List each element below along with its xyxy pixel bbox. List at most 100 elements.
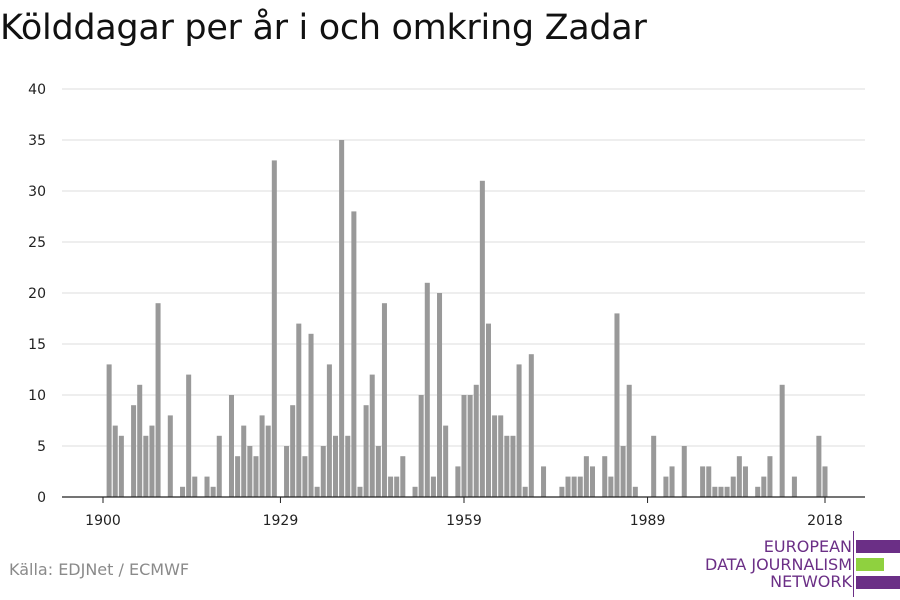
bar-1936 <box>320 446 326 497</box>
logo-bar-bottom <box>856 576 900 589</box>
bar-1923 <box>241 425 247 497</box>
bar-1955 <box>437 293 443 497</box>
y-tick-label: 15 <box>28 337 46 353</box>
logo-line-1: EUROPEAN <box>763 537 852 556</box>
bar-1972 <box>541 466 547 497</box>
logo-bars <box>853 531 900 597</box>
bar-1926 <box>259 415 265 497</box>
bar-1915 <box>192 476 198 497</box>
bar-1947 <box>388 476 394 497</box>
x-tick-labels: 1900 1929 1959 1989 2018 <box>85 513 843 529</box>
bar-1914 <box>186 374 192 497</box>
bar-1953 <box>424 282 430 497</box>
x-tick-label: 2018 <box>807 513 843 529</box>
bar-1946 <box>381 303 387 497</box>
bar-1998 <box>700 466 706 497</box>
bar-1907 <box>143 435 149 497</box>
bar-1975 <box>559 486 565 497</box>
bar-1967 <box>510 435 516 497</box>
bar-1978 <box>577 476 583 497</box>
bar-1956 <box>443 425 449 497</box>
bar-1938 <box>333 435 339 497</box>
logo-line-2: DATA JOURNALISM <box>705 554 852 574</box>
bar-1948 <box>394 476 400 497</box>
bar-1924 <box>247 446 253 497</box>
bar-1909 <box>155 303 161 497</box>
bar-2009 <box>767 456 773 497</box>
bar-2007 <box>755 486 761 497</box>
bar-1911 <box>167 415 173 497</box>
bar-1906 <box>137 384 143 497</box>
bar-1987 <box>632 486 638 497</box>
bar-2018 <box>822 466 828 497</box>
bar-1941 <box>351 211 357 497</box>
bar-1901 <box>106 364 112 497</box>
bar-1959 <box>461 395 467 497</box>
bar-1964 <box>492 415 498 497</box>
bar-1927 <box>265 425 271 497</box>
bar-1931 <box>290 405 296 497</box>
x-tick-label: 1900 <box>85 513 121 529</box>
x-tick-label: 1959 <box>446 513 482 529</box>
source-note: Källa: EDJNet / ECMWF <box>9 560 190 579</box>
y-tick-label: 25 <box>28 235 46 251</box>
bar-1983 <box>608 476 614 497</box>
bar-1932 <box>296 323 302 497</box>
bar-1951 <box>412 486 418 497</box>
bar-chart: 0 5 10 15 20 25 30 35 40 1900 1929 1959 1989 2018 <box>28 82 865 529</box>
grid-lines <box>62 88 865 447</box>
logo-bar-middle <box>856 558 884 571</box>
logo-bar-top <box>856 540 900 553</box>
bar-1918 <box>210 486 216 497</box>
y-tick-label: 5 <box>37 439 46 455</box>
y-tick-label: 35 <box>28 133 46 149</box>
bar-1985 <box>620 446 626 497</box>
bar-2005 <box>742 466 748 497</box>
bar-1963 <box>485 323 491 497</box>
logo-separator <box>853 531 854 597</box>
bar-1993 <box>669 466 675 497</box>
bar-2000 <box>712 486 718 497</box>
bar-1986 <box>626 384 632 497</box>
bar-1913 <box>180 486 186 497</box>
x-tick-label: 1929 <box>263 513 299 529</box>
bar-1995 <box>681 446 687 497</box>
bar-1960 <box>467 395 473 497</box>
logo-line-3: NETWORK <box>770 572 852 592</box>
bar-2013 <box>791 476 797 497</box>
bar-1905 <box>131 405 137 497</box>
y-tick-label: 0 <box>37 490 46 506</box>
bar-2002 <box>724 486 730 497</box>
bar-1992 <box>663 476 669 497</box>
bar-1949 <box>400 456 406 497</box>
bar-1966 <box>504 435 510 497</box>
bar-1969 <box>522 486 528 497</box>
y-tick-labels: 0 5 10 15 20 25 30 35 40 <box>28 82 46 506</box>
bar-1902 <box>112 425 118 497</box>
bar-1934 <box>308 333 314 497</box>
chart-title: Kölddagar per år i och omkring Zadar <box>0 8 647 48</box>
bar-1976 <box>565 476 571 497</box>
bar-1962 <box>479 180 485 498</box>
bar-1943 <box>363 405 369 497</box>
bar-2017 <box>816 435 822 497</box>
bar-1942 <box>357 486 363 497</box>
bar-1928 <box>271 160 277 497</box>
bar-1952 <box>418 395 424 497</box>
bar-1977 <box>571 476 577 497</box>
bar-1979 <box>583 456 589 497</box>
bar-1935 <box>314 486 320 497</box>
bar-1958 <box>455 466 461 497</box>
bar-2004 <box>736 456 742 497</box>
bar-1980 <box>589 466 595 497</box>
y-tick-label: 10 <box>28 388 46 404</box>
bar-1930 <box>284 446 290 497</box>
bar-2003 <box>730 476 736 497</box>
bar-1937 <box>326 364 332 497</box>
bar-1968 <box>516 364 522 497</box>
bar-1999 <box>706 466 712 497</box>
bar-1919 <box>216 435 222 497</box>
bar-1940 <box>345 435 351 497</box>
bar-1965 <box>498 415 504 497</box>
bar-1961 <box>473 384 479 497</box>
